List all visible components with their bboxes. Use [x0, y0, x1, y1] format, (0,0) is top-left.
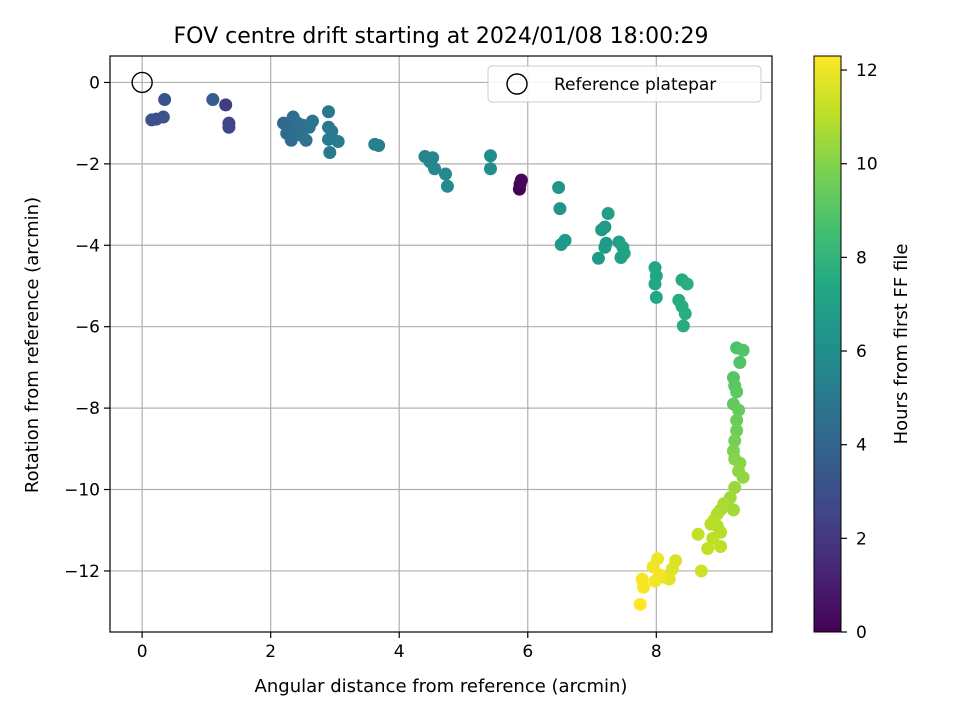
- data-point: [219, 98, 233, 112]
- data-point: [617, 246, 631, 260]
- data-point: [665, 562, 679, 576]
- data-point: [591, 251, 605, 265]
- colorbar-tick-label: 4: [856, 436, 867, 456]
- data-point: [426, 151, 440, 165]
- y-axis-label: Rotation from reference (arcmin): [22, 197, 43, 493]
- colorbar-gradient: [813, 55, 842, 633]
- legend-box: [487, 65, 762, 103]
- colorbar-tick-label: 0: [856, 623, 867, 643]
- data-point: [730, 385, 744, 399]
- data-point: [680, 277, 694, 291]
- data-point: [305, 114, 319, 128]
- data-point: [732, 403, 746, 417]
- data-point: [322, 105, 336, 119]
- data-point: [733, 356, 747, 370]
- colorbar-tick-label: 12: [856, 61, 878, 81]
- colorbar-tick-label: 2: [856, 529, 867, 549]
- data-point: [438, 167, 452, 181]
- data-point: [736, 470, 750, 484]
- data-point: [483, 149, 497, 163]
- data-point: [730, 424, 744, 438]
- y-tick-label: −10: [64, 481, 100, 501]
- legend-reference-label: Reference platepar: [554, 75, 716, 95]
- data-point: [206, 93, 220, 107]
- colorbar-tick-label: 8: [856, 248, 867, 268]
- y-tick-label: −6: [75, 318, 100, 338]
- data-point: [678, 307, 692, 321]
- reference-marker: [131, 71, 153, 94]
- data-point: [704, 517, 718, 531]
- data-point: [323, 145, 337, 159]
- data-point: [633, 597, 647, 611]
- data-point: [372, 139, 386, 153]
- axes-frame: [109, 55, 773, 633]
- data-point: [736, 343, 750, 357]
- y-tick-label: −4: [75, 236, 100, 256]
- data-point: [706, 531, 720, 545]
- data-point: [714, 540, 728, 554]
- y-tick-label: −2: [75, 155, 100, 175]
- reference-marker-group: [131, 71, 153, 94]
- x-tick-label: 2: [265, 642, 276, 662]
- x-tick-label: 0: [137, 642, 148, 662]
- data-point: [553, 202, 567, 216]
- y-tick-label: −12: [64, 562, 100, 582]
- colorbar-tick-label: 10: [856, 155, 878, 175]
- data-point: [728, 480, 742, 494]
- data-point: [599, 236, 613, 250]
- data-point: [648, 277, 662, 291]
- data-point: [552, 180, 566, 194]
- legend-reference-marker: [506, 73, 528, 95]
- data-point: [299, 133, 313, 147]
- colorbar-label: Hours from first FF file: [891, 244, 912, 445]
- data-point: [601, 207, 615, 221]
- data-point: [649, 290, 663, 304]
- data-point: [653, 568, 667, 582]
- scatter-points: [145, 93, 750, 611]
- x-tick-label: 4: [394, 642, 405, 662]
- grid: [110, 56, 772, 632]
- data-point: [158, 93, 172, 107]
- colorbar-tick-label: 6: [856, 342, 867, 362]
- data-point: [691, 527, 705, 541]
- data-point: [676, 319, 690, 333]
- y-tick-label: −8: [75, 399, 100, 419]
- data-point: [728, 434, 742, 448]
- chart-title: FOV centre drift starting at 2024/01/08 …: [174, 24, 709, 49]
- data-point: [483, 162, 497, 176]
- data-point: [558, 233, 572, 247]
- data-point: [514, 173, 528, 187]
- colorbar: 0 2 4 6 8 10 12 Hours from first FF file: [813, 55, 912, 643]
- data-point: [694, 564, 708, 578]
- x-axis-label: Angular distance from reference (arcmin): [255, 676, 628, 697]
- data-point: [636, 580, 650, 594]
- axis-ticks: 0 2 4 6 8 0 −2 −4 −6 −8 −10 −12: [64, 73, 662, 662]
- colorbar-ticks: 0 2 4 6 8 10 12: [841, 61, 878, 643]
- data-point: [325, 124, 339, 138]
- data-point: [156, 110, 170, 124]
- data-point: [598, 220, 612, 234]
- data-point: [726, 503, 740, 517]
- data-point: [701, 542, 715, 556]
- data-point: [440, 179, 454, 193]
- data-point: [331, 134, 345, 148]
- y-tick-label: 0: [89, 73, 100, 93]
- data-point: [428, 162, 442, 176]
- data-point: [222, 120, 236, 134]
- x-tick-label: 8: [651, 642, 662, 662]
- data-point: [730, 413, 744, 427]
- x-tick-label: 6: [522, 642, 533, 662]
- legend: Reference platepar: [487, 65, 762, 103]
